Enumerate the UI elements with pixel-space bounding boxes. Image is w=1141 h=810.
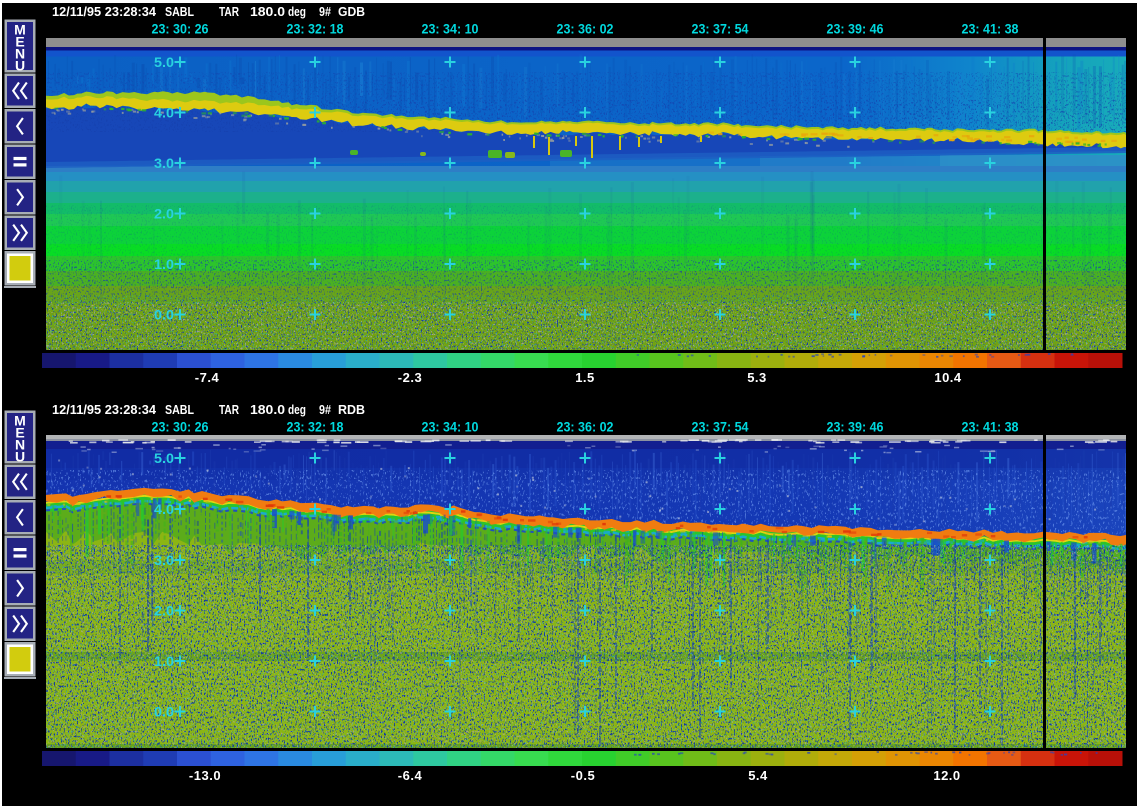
svg-text:U: U — [15, 58, 25, 74]
svg-text:9#: 9# — [319, 402, 332, 417]
svg-text:23: 37: 54: 23: 37: 54 — [692, 420, 749, 435]
svg-text:23: 41: 38: 23: 41: 38 — [962, 420, 1019, 435]
svg-text:0.0: 0.0 — [154, 704, 174, 720]
svg-text:M: M — [14, 22, 26, 38]
svg-text:180.0: 180.0 — [250, 4, 285, 19]
svg-text:5.0: 5.0 — [154, 54, 174, 70]
svg-text:-13.0: -13.0 — [189, 768, 221, 783]
svg-text:12/11/95 23:28:34: 12/11/95 23:28:34 — [52, 402, 157, 417]
svg-text:U: U — [15, 449, 25, 465]
svg-text:5.0: 5.0 — [154, 450, 174, 466]
svg-text:SABL: SABL — [165, 402, 194, 417]
svg-text:2.0: 2.0 — [154, 206, 174, 222]
svg-text:23: 34: 10: 23: 34: 10 — [422, 420, 479, 435]
svg-text:SABL: SABL — [165, 4, 194, 19]
svg-text:-6.4: -6.4 — [398, 768, 423, 783]
svg-text:N: N — [15, 46, 25, 62]
svg-text:GDB: GDB — [338, 4, 365, 19]
svg-text:-0.5: -0.5 — [571, 768, 595, 783]
svg-text:RDB: RDB — [338, 402, 365, 417]
svg-text:M: M — [14, 413, 26, 429]
svg-text:5.4: 5.4 — [748, 768, 768, 783]
svg-text:1.0: 1.0 — [154, 653, 174, 669]
svg-text:23: 36: 02: 23: 36: 02 — [557, 420, 614, 435]
svg-text:5.3: 5.3 — [747, 370, 767, 385]
svg-text:3.0: 3.0 — [154, 552, 174, 568]
svg-text:10.4: 10.4 — [934, 370, 962, 385]
svg-text:1.5: 1.5 — [575, 370, 595, 385]
svg-text:E: E — [15, 425, 24, 441]
svg-text:180.0: 180.0 — [250, 402, 285, 417]
svg-text:23: 34: 10: 23: 34: 10 — [422, 22, 479, 37]
svg-text:TAR: TAR — [219, 402, 239, 417]
svg-text:12/11/95 23:28:34: 12/11/95 23:28:34 — [52, 4, 157, 19]
svg-text:23: 37: 54: 23: 37: 54 — [692, 22, 749, 37]
svg-text:-2.3: -2.3 — [398, 370, 422, 385]
svg-text:23: 39: 46: 23: 39: 46 — [827, 22, 884, 37]
svg-text:0.0: 0.0 — [154, 307, 174, 323]
svg-text:4.0: 4.0 — [154, 105, 174, 121]
svg-text:23: 32: 18: 23: 32: 18 — [287, 22, 344, 37]
svg-text:1.0: 1.0 — [154, 256, 174, 272]
svg-text:deg: deg — [288, 4, 306, 19]
svg-text:3.0: 3.0 — [154, 155, 174, 171]
svg-text:23: 39: 46: 23: 39: 46 — [827, 420, 884, 435]
svg-text:E: E — [15, 34, 24, 50]
svg-text:deg: deg — [288, 402, 306, 417]
svg-text:23: 30: 26: 23: 30: 26 — [152, 420, 209, 435]
svg-text:23: 41: 38: 23: 41: 38 — [962, 22, 1019, 37]
svg-text:TAR: TAR — [219, 4, 239, 19]
svg-text:23: 36: 02: 23: 36: 02 — [557, 22, 614, 37]
svg-text:-7.4: -7.4 — [195, 370, 220, 385]
svg-text:9#: 9# — [319, 4, 332, 19]
svg-text:23: 32: 18: 23: 32: 18 — [287, 420, 344, 435]
svg-text:2.0: 2.0 — [154, 603, 174, 619]
svg-text:23: 30: 26: 23: 30: 26 — [152, 22, 209, 37]
svg-text:12.0: 12.0 — [933, 768, 960, 783]
svg-text:4.0: 4.0 — [154, 501, 174, 517]
svg-text:N: N — [15, 437, 25, 453]
